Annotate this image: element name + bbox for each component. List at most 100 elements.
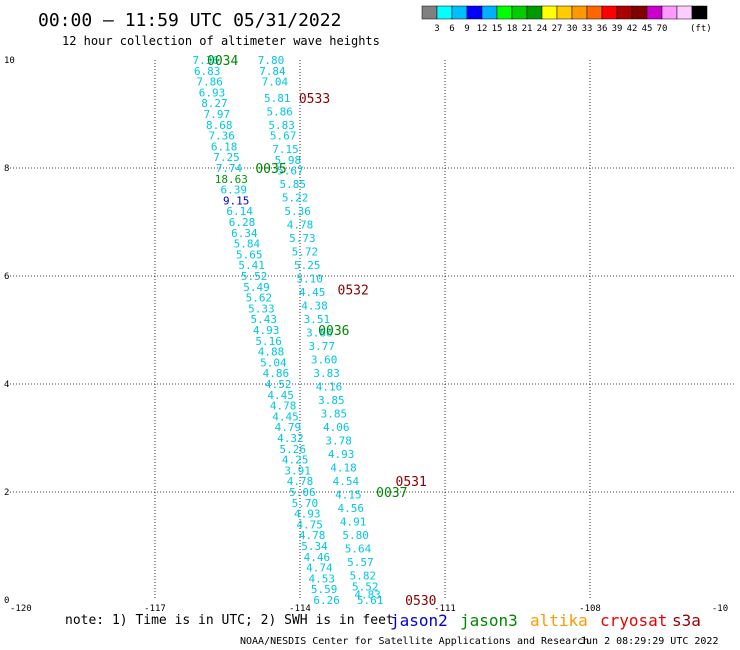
data-point-s3a: 4.83 <box>354 589 381 602</box>
legend-swatch <box>466 5 483 20</box>
x-tick-label: -114 <box>289 604 311 614</box>
legend-swatch <box>586 5 603 20</box>
time-label: 0530 <box>405 594 436 609</box>
data-point-jason3: 8.27 <box>201 97 228 110</box>
legend-label: 45 <box>642 24 653 34</box>
color-legend: 3 6 9 12 15 18 21 24 27 30 33 36 39 42 45 70 (ft) <box>421 5 712 34</box>
time-label: 0531 <box>396 475 427 490</box>
data-point-jason3: 6.14 <box>226 205 253 218</box>
x-tick-label: -10 <box>712 604 728 614</box>
data-point-jason3: 6.39 <box>221 184 248 197</box>
data-point-jason3: 8.68 <box>206 119 233 132</box>
data-point-jason3: 4.93 <box>253 324 280 337</box>
data-point-jason3: 4.78 <box>270 400 297 413</box>
legend-swatch <box>661 5 678 20</box>
y-tick-label: 6 <box>4 272 9 282</box>
legend-swatch <box>481 5 498 20</box>
legend-label: 15 <box>492 24 503 34</box>
y-tick-label: 8 <box>4 164 9 174</box>
chart-subtitle: 12 hour collection of altimeter wave hei… <box>62 34 380 48</box>
data-point-s3a: 4.06 <box>323 421 350 434</box>
data-point-s3a: 5.52 <box>352 581 379 594</box>
y-axis-ticks: 0 2 4 6 8 10 <box>4 56 15 606</box>
legend-swatch <box>601 5 618 20</box>
data-point-s3a: 4.16 <box>316 381 343 394</box>
data-point-jason3: 5.34 <box>301 540 328 553</box>
data-point-jason3: 7.25 <box>213 151 240 164</box>
legend-swatch <box>541 5 558 20</box>
data-point-jason3: 5.04 <box>260 356 287 369</box>
data-point-jason3: 4.75 <box>296 518 323 531</box>
data-point-s3a: 4.91 <box>340 516 367 529</box>
data-point-jason3: 7.36 <box>208 130 235 143</box>
data-point-s3a: 5.61 <box>357 594 384 607</box>
legend-label: 36 <box>597 24 608 34</box>
data-point-jason3: 5.84 <box>234 238 261 251</box>
data-point-s3a: 7.80 <box>258 54 285 67</box>
data-point-s3a: 4.54 <box>333 475 360 488</box>
data-point-s3a: 5.10 <box>296 273 323 286</box>
legend-swatch <box>421 5 438 20</box>
data-point-jason3: 4.78 <box>299 529 326 542</box>
time-label: 0036 <box>318 324 349 339</box>
legend-swatch <box>526 5 543 20</box>
data-point-jason3: 7.36 <box>193 54 220 67</box>
data-point-s3a: 7.04 <box>262 76 289 89</box>
data-point-s3a: 5.72 <box>292 246 319 259</box>
data-point-s3a: 3.77 <box>309 340 336 353</box>
legend-label: 18 <box>507 24 518 34</box>
data-point-jason3: 5.41 <box>238 259 265 272</box>
legend-label: 42 <box>627 24 638 34</box>
data-point-jason3: 6.28 <box>229 216 256 229</box>
data-point-s3a: 3.86 <box>306 327 333 340</box>
time-labels: 0034 0035 0036 0037 0533 0532 0531 0530 <box>207 54 436 609</box>
data-point-jason3: 7.74 <box>216 162 243 175</box>
data-point-s3a: 4.93 <box>328 448 355 461</box>
time-label: 0035 <box>255 162 286 177</box>
data-point-jason3: 6.34 <box>231 227 258 240</box>
data-point-jason3: 6.18 <box>211 140 238 153</box>
data-point-s3a: 7.84 <box>259 65 286 78</box>
legend-label: 12 <box>477 24 488 34</box>
data-point-s3a: 5.86 <box>266 105 293 118</box>
data-point-jason3: 6.93 <box>199 86 226 99</box>
legend-swatch <box>646 5 663 20</box>
data-point-s3a: 7.15 <box>272 143 299 156</box>
data-point-jason3: 4.45 <box>272 410 299 423</box>
legend-swatch <box>436 5 453 20</box>
data-point-s3a: 5.80 <box>342 529 369 542</box>
data-point-jason3: 5.62 <box>246 292 273 305</box>
data-point-jason3: 4.46 <box>304 551 331 564</box>
legend-swatch <box>676 5 693 20</box>
data-point-jason3: 4.32 <box>277 432 304 445</box>
legend-swatch <box>631 5 648 20</box>
x-tick-label: -108 <box>579 604 601 614</box>
legend-label: 24 <box>537 24 548 34</box>
data-point-jason3: 5.16 <box>255 335 282 348</box>
legend-label: 3 <box>434 24 439 34</box>
satellite-jason2: jason2 <box>390 611 448 630</box>
satellite-jason3: jason3 <box>460 611 518 630</box>
data-point-s3a: 4.45 <box>299 286 326 299</box>
satellite-legend: jason2 jason3 altika cryosat s3a <box>390 611 701 630</box>
time-label: 0037 <box>376 486 407 501</box>
data-point-jason3: 5.49 <box>243 281 270 294</box>
data-point-jason3: 4.88 <box>258 346 285 359</box>
time-label: 0034 <box>207 54 238 69</box>
data-point-s3a: 4.38 <box>301 300 328 313</box>
y-tick-label: 10 <box>4 56 15 66</box>
data-point-jason3: 18.63 <box>215 173 248 186</box>
legend-label: 9 <box>464 24 469 34</box>
legend-label: 30 <box>567 24 578 34</box>
data-point-s3a: 5.25 <box>294 259 321 272</box>
data-point-jason3: 5.59 <box>311 583 338 596</box>
x-axis-ticks: -120 -117 -114 -111 -108 -10 <box>10 604 728 614</box>
data-point-s3a: 5.82 <box>350 570 377 583</box>
data-point-jason3: 7.86 <box>196 76 223 89</box>
footer-note: note: 1) Time is in UTC; 2) SWH is in fe… <box>65 613 394 628</box>
data-point-jason3: 4.78 <box>287 475 314 488</box>
data-point-jason3: 5.70 <box>292 497 319 510</box>
y-tick-label: 2 <box>4 488 9 498</box>
data-point-jason3: 6.83 <box>194 65 221 78</box>
